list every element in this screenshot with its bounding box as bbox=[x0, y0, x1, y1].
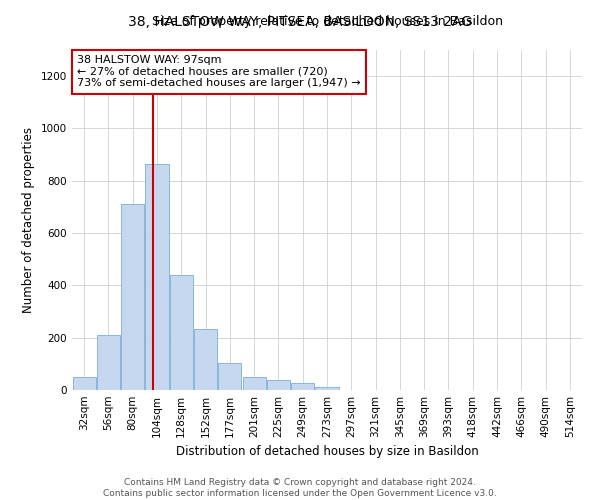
X-axis label: Distribution of detached houses by size in Basildon: Distribution of detached houses by size … bbox=[176, 446, 478, 458]
Text: 38 HALSTOW WAY: 97sqm
← 27% of detached houses are smaller (720)
73% of semi-det: 38 HALSTOW WAY: 97sqm ← 27% of detached … bbox=[77, 55, 361, 88]
Bar bbox=[242, 378, 266, 390]
Bar bbox=[170, 275, 193, 390]
Text: 38, HALSTOW WAY, PITSEA, BASILDON, SS13 2AG: 38, HALSTOW WAY, PITSEA, BASILDON, SS13 … bbox=[128, 15, 472, 29]
Y-axis label: Number of detached properties: Number of detached properties bbox=[22, 127, 35, 313]
Bar bbox=[73, 378, 95, 390]
Bar bbox=[291, 384, 314, 390]
Bar bbox=[218, 362, 241, 390]
Bar bbox=[121, 204, 144, 390]
Text: Contains HM Land Registry data © Crown copyright and database right 2024.
Contai: Contains HM Land Registry data © Crown c… bbox=[103, 478, 497, 498]
Title: Size of property relative to detached houses in Basildon: Size of property relative to detached ho… bbox=[151, 15, 503, 28]
Bar bbox=[145, 164, 169, 390]
Bar bbox=[194, 328, 217, 390]
Bar bbox=[316, 388, 338, 390]
Bar bbox=[267, 380, 290, 390]
Bar bbox=[97, 335, 120, 390]
